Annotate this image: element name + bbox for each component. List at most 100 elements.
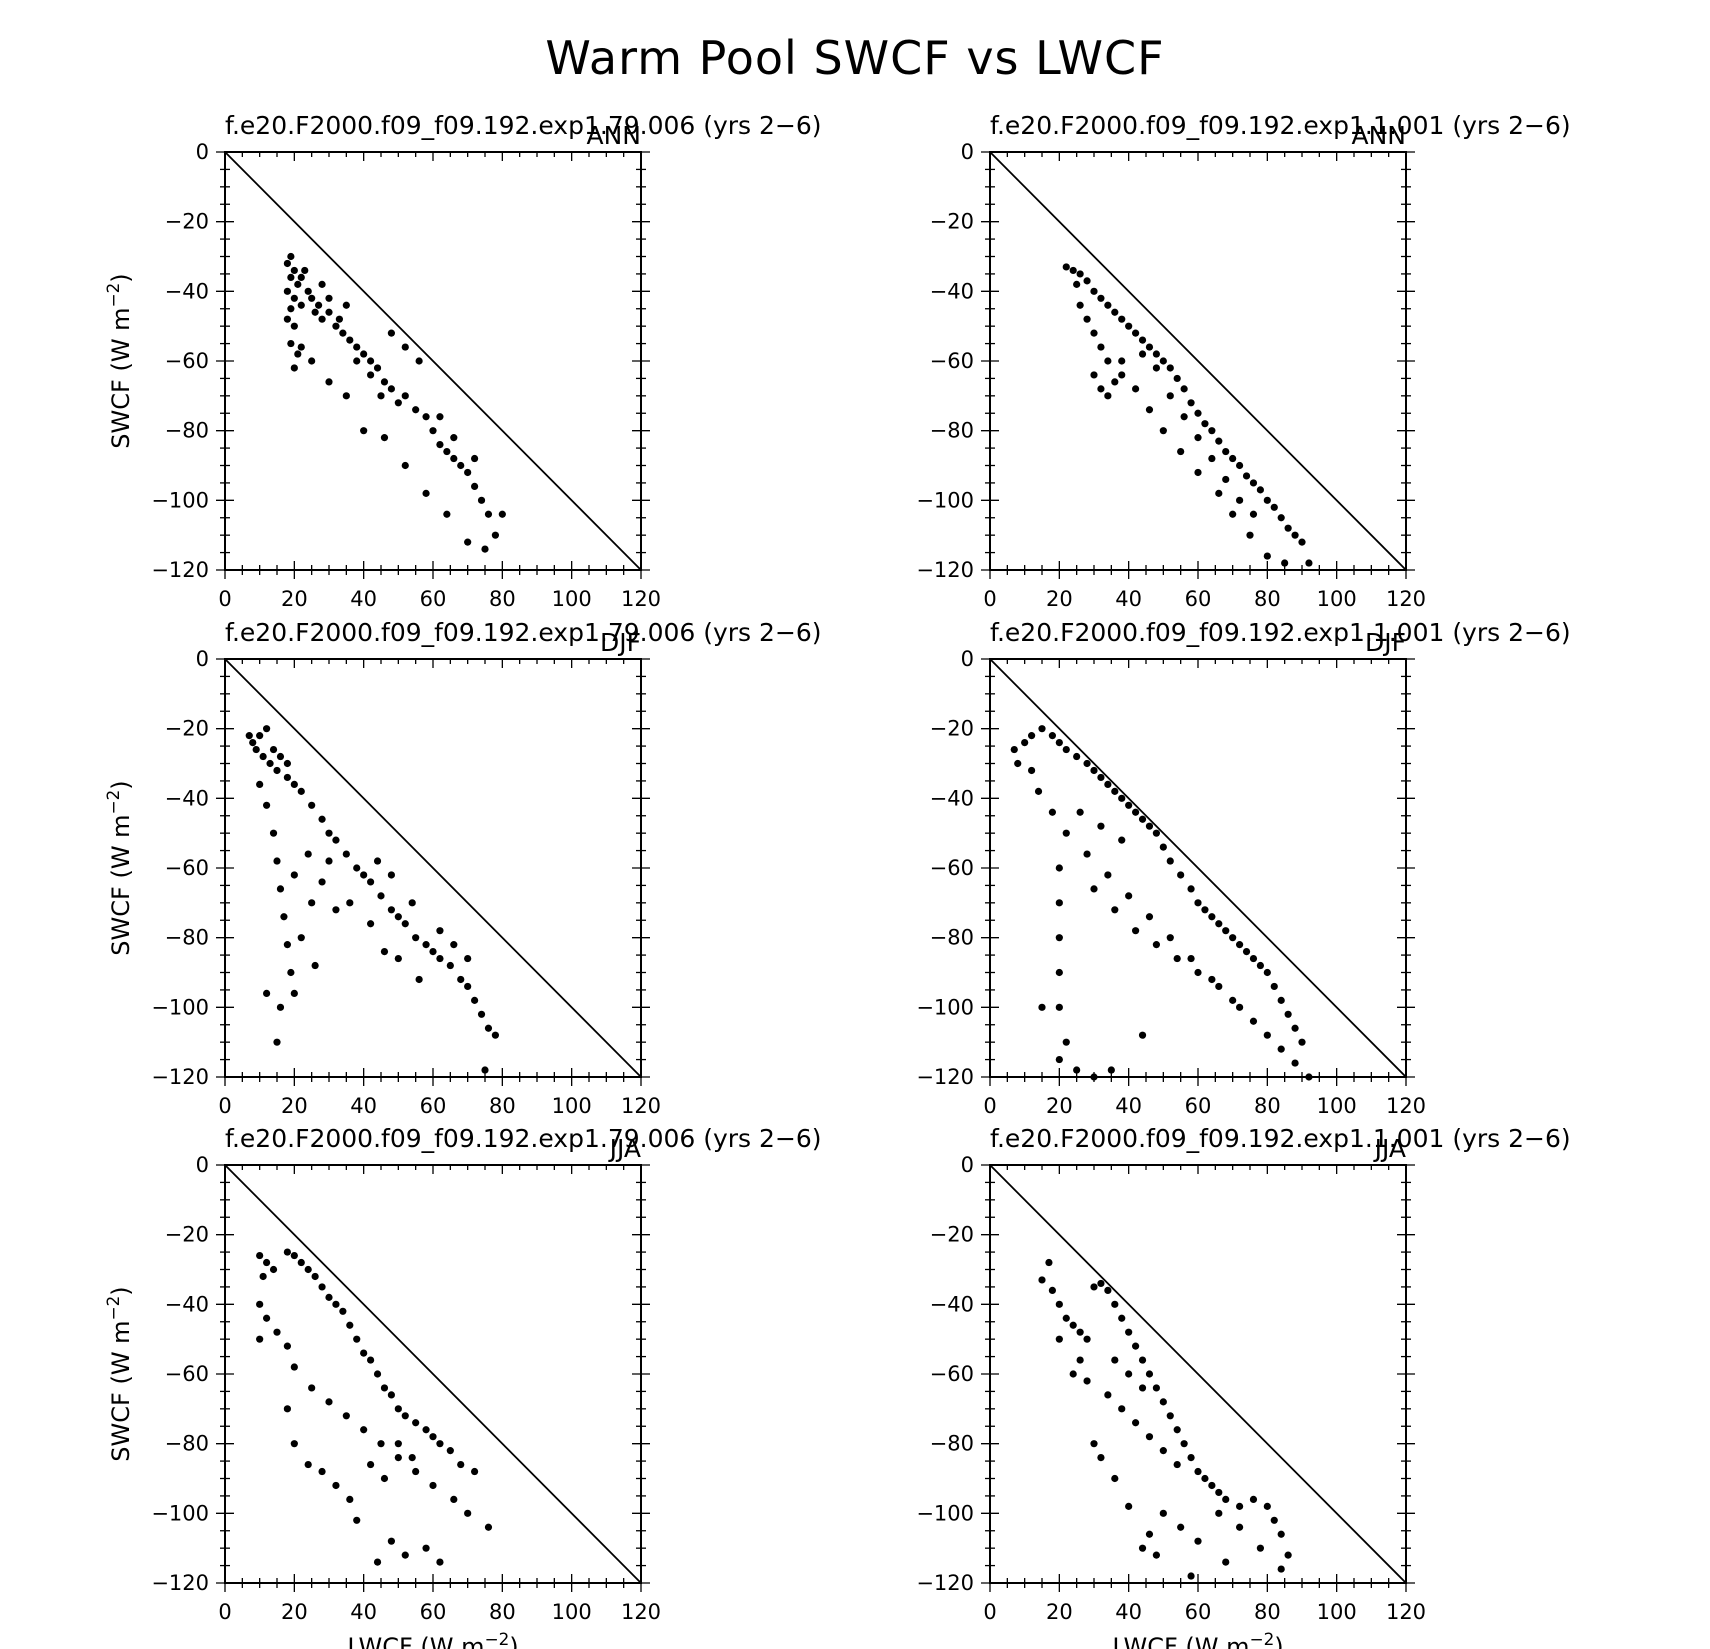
x-tick-label: 80 bbox=[1254, 1094, 1281, 1118]
data-point bbox=[287, 305, 295, 313]
data-point bbox=[1263, 1502, 1271, 1510]
data-point bbox=[367, 920, 375, 928]
data-point bbox=[1104, 1391, 1112, 1399]
data-point bbox=[1152, 829, 1160, 837]
panel-jja-left: 0 20 40 60 80 100 120 0 −20 −40 −60 −80 −100 −120 f.e2… bbox=[103, 1124, 822, 1649]
data-point bbox=[1249, 1495, 1258, 1503]
y-tick-label: 0 bbox=[196, 140, 209, 164]
data-point bbox=[1055, 1300, 1063, 1308]
data-point bbox=[245, 732, 253, 740]
data-point bbox=[276, 752, 285, 761]
data-point bbox=[1138, 336, 1147, 344]
data-point bbox=[318, 1467, 326, 1476]
data-point bbox=[1090, 287, 1098, 295]
season-label: DJF bbox=[1365, 628, 1406, 657]
data-point bbox=[450, 454, 458, 463]
data-point bbox=[315, 301, 323, 309]
data-point bbox=[1173, 1460, 1181, 1469]
data-point bbox=[450, 434, 458, 442]
y-tick-label: −40 bbox=[165, 786, 209, 810]
data-point bbox=[1090, 885, 1098, 893]
data-point bbox=[1284, 524, 1292, 532]
data-point bbox=[1284, 1551, 1292, 1559]
data-point bbox=[1145, 1433, 1154, 1441]
data-point bbox=[290, 1363, 298, 1371]
data-point bbox=[332, 322, 340, 330]
data-point bbox=[1073, 1066, 1081, 1074]
data-point bbox=[290, 989, 298, 998]
data-point bbox=[259, 752, 267, 761]
x-tick-label: 0 bbox=[983, 1094, 996, 1118]
x-tick-label: 100 bbox=[1317, 1094, 1357, 1118]
data-point bbox=[353, 343, 361, 351]
data-point bbox=[308, 801, 316, 809]
data-point bbox=[1215, 1509, 1223, 1517]
x-tick-label: 20 bbox=[1046, 587, 1073, 611]
data-point bbox=[290, 1440, 298, 1448]
data-point bbox=[429, 948, 437, 956]
panel-ann-left: 0 20 40 60 80 100 120 0 −20 −40 −60 −80 −100 −120 f.e2… bbox=[103, 111, 822, 611]
y-tick-label: −60 bbox=[930, 349, 974, 373]
data-point bbox=[1236, 461, 1244, 470]
data-point bbox=[283, 315, 291, 323]
data-point bbox=[1201, 1474, 1209, 1483]
y-axis-label: SWCF (W m−2) bbox=[103, 273, 135, 448]
data-point bbox=[1249, 954, 1258, 963]
data-point bbox=[346, 336, 354, 344]
y-axis-label: SWCF (W m−2) bbox=[103, 780, 135, 955]
data-point bbox=[287, 273, 295, 281]
data-point bbox=[318, 315, 326, 323]
data-point bbox=[1125, 1370, 1133, 1378]
data-point bbox=[1055, 1055, 1063, 1064]
data-point bbox=[1125, 801, 1133, 809]
data-point bbox=[1298, 538, 1306, 546]
data-point bbox=[1173, 374, 1181, 383]
x-tick-label: 0 bbox=[218, 1600, 231, 1624]
y-tick-label: −60 bbox=[930, 856, 974, 880]
data-point bbox=[1145, 406, 1154, 414]
y-tick-label: −120 bbox=[151, 558, 209, 582]
data-point bbox=[1194, 409, 1202, 417]
data-point bbox=[1038, 725, 1046, 733]
data-point bbox=[1118, 836, 1126, 844]
data-point bbox=[394, 1405, 402, 1413]
x-tick-label: 20 bbox=[281, 587, 308, 611]
data-point bbox=[297, 1258, 305, 1267]
data-point bbox=[1256, 961, 1264, 970]
data-point bbox=[308, 1384, 316, 1392]
data-point bbox=[342, 392, 350, 400]
y-tick-label: −80 bbox=[930, 1432, 974, 1456]
data-point bbox=[342, 301, 350, 309]
data-point bbox=[380, 1384, 389, 1392]
data-point bbox=[1256, 1544, 1264, 1552]
data-point bbox=[373, 1558, 382, 1566]
data-point bbox=[387, 1391, 395, 1399]
data-point bbox=[1208, 913, 1216, 921]
data-point bbox=[481, 1066, 489, 1074]
figure-title: Warm Pool SWCF vs LWCF bbox=[545, 31, 1164, 85]
data-point bbox=[1236, 1502, 1244, 1510]
data-point bbox=[377, 392, 385, 400]
data-point bbox=[1215, 920, 1223, 928]
data-point bbox=[422, 413, 430, 421]
data-point bbox=[256, 1335, 264, 1343]
data-point bbox=[346, 1321, 354, 1329]
data-point bbox=[1055, 968, 1063, 977]
data-point bbox=[422, 1544, 430, 1552]
data-point bbox=[491, 531, 499, 539]
data-point bbox=[1305, 1073, 1313, 1081]
y-tick-label: −100 bbox=[151, 995, 209, 1019]
data-point bbox=[259, 1272, 267, 1281]
data-point bbox=[1083, 1377, 1091, 1385]
data-point bbox=[256, 1251, 264, 1260]
data-point bbox=[1215, 982, 1223, 991]
y-tick-label: −80 bbox=[165, 1432, 209, 1456]
data-point bbox=[290, 266, 298, 275]
data-point bbox=[1159, 1398, 1167, 1406]
x-tick-label: 80 bbox=[489, 1600, 516, 1624]
data-point bbox=[290, 780, 298, 789]
data-point bbox=[1083, 315, 1091, 323]
data-point bbox=[429, 427, 437, 435]
data-point bbox=[1104, 871, 1112, 879]
data-point bbox=[1111, 1300, 1119, 1308]
